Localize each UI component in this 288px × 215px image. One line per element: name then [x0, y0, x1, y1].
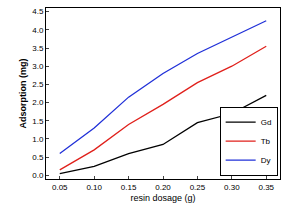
svg-text:1.5: 1.5	[32, 117, 44, 126]
svg-text:0.25: 0.25	[190, 183, 206, 192]
svg-text:Tb: Tb	[261, 137, 271, 146]
svg-text:resin dosage (g): resin dosage (g)	[130, 193, 195, 203]
svg-text:0.5: 0.5	[32, 153, 44, 162]
svg-text:2.0: 2.0	[32, 98, 44, 107]
svg-text:0.20: 0.20	[155, 183, 171, 192]
svg-text:3.5: 3.5	[32, 44, 44, 53]
svg-text:0.35: 0.35	[258, 183, 274, 192]
svg-text:Dy: Dy	[261, 156, 271, 165]
svg-text:4.5: 4.5	[32, 7, 44, 16]
svg-text:0.15: 0.15	[121, 183, 137, 192]
svg-text:0.0: 0.0	[32, 171, 44, 180]
svg-text:Gd: Gd	[261, 118, 272, 127]
svg-text:0.05: 0.05	[52, 183, 68, 192]
svg-text:4.0: 4.0	[32, 26, 44, 35]
svg-text:3.0: 3.0	[32, 62, 44, 71]
svg-text:0.10: 0.10	[86, 183, 102, 192]
svg-text:1.0: 1.0	[32, 135, 44, 144]
svg-text:2.5: 2.5	[32, 80, 44, 89]
svg-text:Adsorption (mg): Adsorption (mg)	[18, 59, 28, 129]
svg-text:0.30: 0.30	[224, 183, 240, 192]
